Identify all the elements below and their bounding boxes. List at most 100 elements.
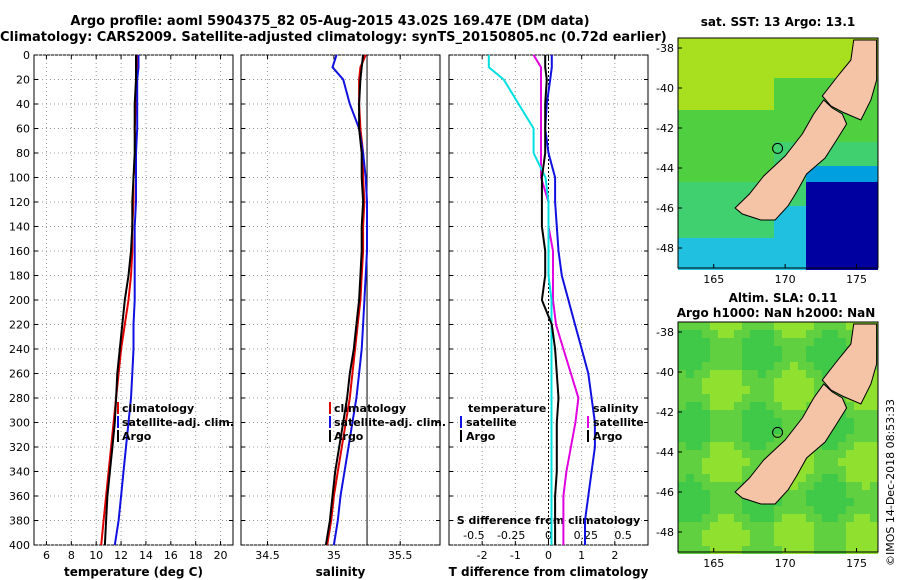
sst-map-cell <box>702 70 710 78</box>
sla-map-cell <box>718 506 726 514</box>
sla-map-cell <box>742 450 750 458</box>
sst-map-cell <box>854 118 862 126</box>
sst-map-cell <box>766 38 774 46</box>
sla-map-cell <box>862 402 870 410</box>
sst-map-cell <box>774 254 782 262</box>
sst-map-cell <box>750 246 758 254</box>
sla-map-cell <box>782 330 790 338</box>
sla-map-cell <box>854 522 862 530</box>
sst-map-cell <box>782 206 790 214</box>
sst-map-cell <box>806 54 814 62</box>
sst-map-cell <box>750 222 758 230</box>
sst-map-cell <box>718 150 726 158</box>
sla-map-cell <box>782 538 790 546</box>
sst-map-cell <box>678 54 686 62</box>
sst-map-cell <box>678 262 686 270</box>
sla-map-frame <box>677 321 879 553</box>
sla-map-cell <box>742 354 750 362</box>
sla-map-cell <box>702 434 710 442</box>
sst-map-cell <box>726 158 734 166</box>
sla-map-argo-position-marker <box>772 426 784 438</box>
sla-map-cell <box>814 354 822 362</box>
sla-map-xtick-label: 175 <box>846 557 867 570</box>
sla-map-cell <box>710 394 718 402</box>
sst-map-cell <box>694 46 702 54</box>
sla-map-cell <box>790 330 798 338</box>
sst-map-cell <box>814 190 822 198</box>
sst-map-cell <box>798 222 806 230</box>
sst-map-cell <box>862 214 870 222</box>
sla-map-cell <box>814 530 822 538</box>
sst-map-cell <box>710 190 718 198</box>
sst-map-cell <box>758 262 766 270</box>
sla-map-cell <box>806 322 814 330</box>
differences-series-s-satellite <box>487 55 553 545</box>
sst-map-cell <box>718 126 726 134</box>
sst-map-cell <box>854 214 862 222</box>
sla-map-cell <box>710 458 718 466</box>
sla-map-cell <box>694 370 702 378</box>
sla-map-cell <box>806 394 814 402</box>
sla-map-cell <box>798 522 806 530</box>
sla-map-cell <box>806 530 814 538</box>
sla-map-cell <box>806 458 814 466</box>
sst-map-cell <box>678 38 686 46</box>
sst-map-cell <box>806 38 814 46</box>
sst-map-cell <box>734 254 742 262</box>
sla-map-cell <box>790 322 798 330</box>
sst-map-cell <box>702 262 710 270</box>
sst-map-cell <box>758 142 766 150</box>
sst-map-cell <box>758 246 766 254</box>
sla-map-cell <box>838 474 846 482</box>
differences-legend-temperature-heading: temperature <box>468 402 546 415</box>
sst-map-xtick-label: 170 <box>775 273 796 286</box>
sst-map-cell <box>854 182 862 190</box>
sst-map-cell <box>678 70 686 78</box>
sst-map-cell <box>862 230 870 238</box>
sla-map-cell <box>686 538 694 546</box>
sla-map-cell <box>734 418 742 426</box>
sst-map-cell <box>702 214 710 222</box>
sst-map-cell <box>830 174 838 182</box>
sst-map-cell <box>790 206 798 214</box>
sla-map-cell <box>686 322 694 330</box>
sla-map-cell <box>798 330 806 338</box>
sst-map-cell <box>862 110 870 118</box>
sst-map-cell <box>710 158 718 166</box>
sst-map-cell <box>854 246 862 254</box>
sla-map-cell <box>750 338 758 346</box>
sst-map-cell <box>854 222 862 230</box>
sst-map-cell <box>718 46 726 54</box>
sla-map-cell <box>774 354 782 362</box>
sst-map-cell <box>726 54 734 62</box>
sst-map-cell <box>734 182 742 190</box>
sst-map-cell <box>790 254 798 262</box>
sla-map-cell <box>742 378 750 386</box>
sla-map-cell <box>822 506 830 514</box>
sla-map-cell <box>734 338 742 346</box>
sst-map-cell <box>862 134 870 142</box>
sla-map-cell <box>718 522 726 530</box>
sst-map-cell <box>782 246 790 254</box>
sla-map-cell <box>726 354 734 362</box>
sst-map-cell <box>766 110 774 118</box>
sst-map-cell <box>822 78 830 86</box>
sst-map-cell <box>814 262 822 270</box>
sla-map-cell <box>750 442 758 450</box>
sst-map-cell <box>702 230 710 238</box>
sst-map-cell <box>790 246 798 254</box>
sst-map-cell <box>742 174 750 182</box>
salinity-xtick-label: 35 <box>327 549 341 562</box>
sst-map-cell <box>806 46 814 54</box>
sst-map-cell <box>798 206 806 214</box>
sla-map-cell <box>726 322 734 330</box>
sst-map-cell <box>702 222 710 230</box>
sla-map-cell <box>782 402 790 410</box>
sla-map-cell <box>678 482 686 490</box>
sla-map-cell <box>822 330 830 338</box>
sla-map-cell <box>742 506 750 514</box>
sst-map-cell <box>862 150 870 158</box>
sla-map-cell <box>846 426 854 434</box>
sla-map-cell <box>782 362 790 370</box>
depth-tick-label: 360 <box>9 490 30 503</box>
